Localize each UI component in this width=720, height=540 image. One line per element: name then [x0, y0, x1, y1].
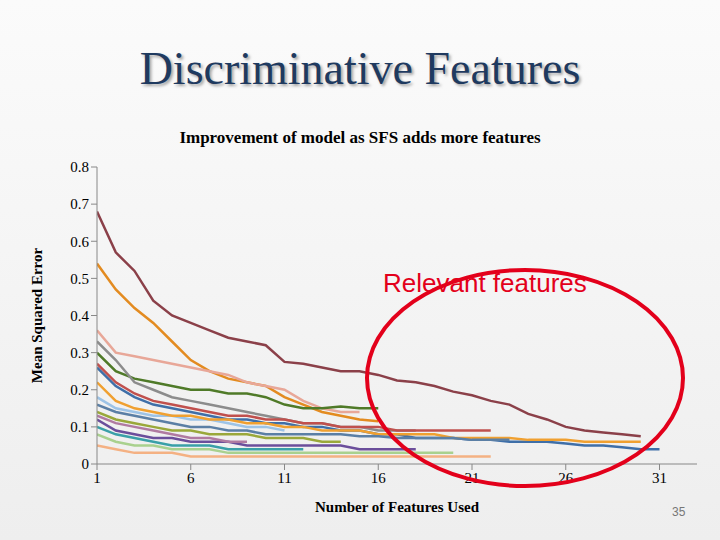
svg-text:0.5: 0.5 [70, 271, 89, 287]
svg-text:0.6: 0.6 [70, 234, 89, 250]
svg-text:0.4: 0.4 [70, 308, 89, 324]
svg-text:0.3: 0.3 [70, 345, 89, 361]
html-text:Discriminative Features: Discriminative Features [139, 43, 581, 94]
svg-text:0: 0 [82, 456, 90, 472]
svg-text:21: 21 [465, 470, 480, 486]
html-text:Improvement of model as SFS ad: Improvement of model as SFS adds more fe… [179, 128, 541, 147]
svg-text:1: 1 [93, 470, 101, 486]
svg-text:0.7: 0.7 [70, 196, 89, 212]
svg-text:0.1: 0.1 [70, 419, 89, 435]
svg-text:Mean Squared Error: Mean Squared Error [29, 248, 45, 384]
svg-text:0.8: 0.8 [70, 159, 89, 175]
svg-text:26: 26 [558, 470, 574, 486]
svg-text:31: 31 [652, 470, 667, 486]
svg-text:6: 6 [187, 470, 195, 486]
svg-text:16: 16 [371, 470, 387, 486]
svg-text:Number of Features Used: Number of Features Used [315, 499, 480, 515]
html-text:Relevant features: Relevant features [383, 268, 587, 298]
svg-text:11: 11 [277, 470, 291, 486]
svg-text:0.2: 0.2 [70, 382, 89, 398]
html-text:35: 35 [672, 505, 686, 519]
